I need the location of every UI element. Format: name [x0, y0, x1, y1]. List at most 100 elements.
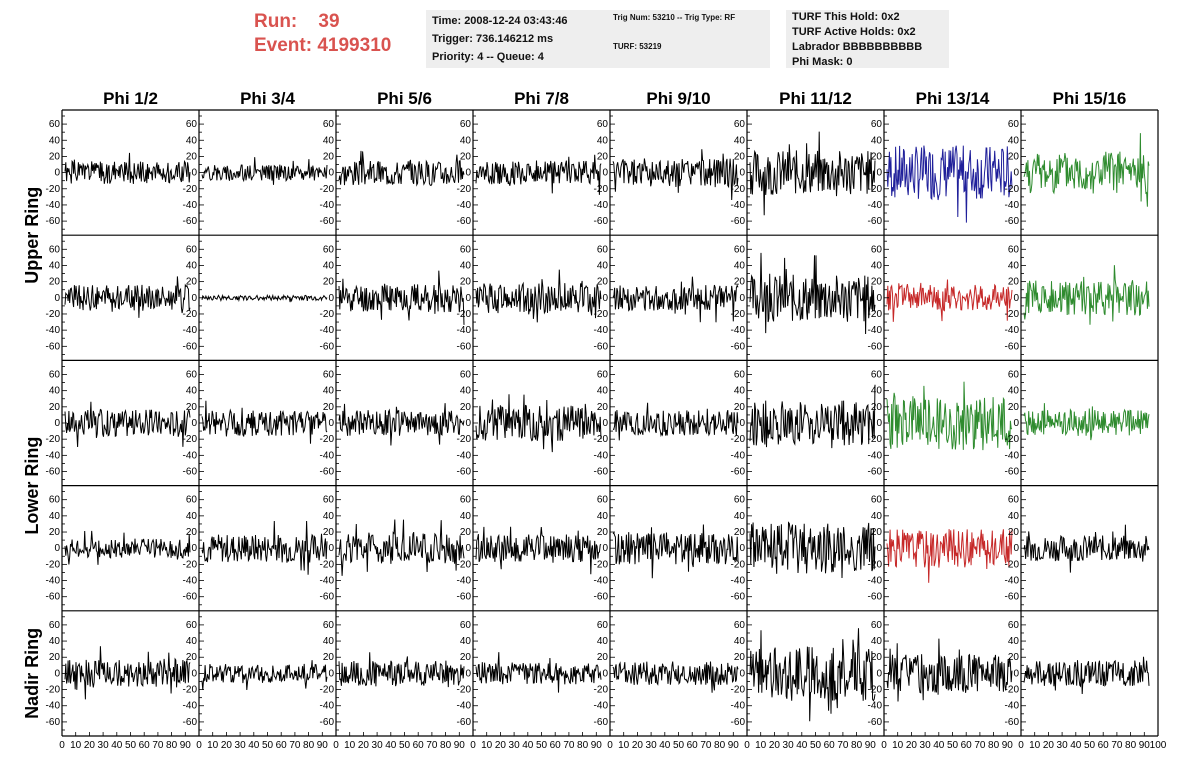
y-tick-label: 40	[871, 260, 883, 271]
waveform-trace	[749, 384, 876, 449]
waveform-trace	[338, 270, 465, 325]
y-tick-label: 20	[871, 277, 883, 288]
y-tick-label: -40	[183, 701, 198, 712]
waveform-trace	[338, 519, 465, 576]
y-tick-label: -20	[868, 559, 883, 570]
turf-num-text: TURF: 53219	[613, 42, 662, 51]
y-tick-label: 60	[460, 620, 472, 631]
waveform-trace	[886, 145, 1013, 223]
y-tick-label: 0	[876, 668, 882, 679]
y-tick-label: 0	[191, 168, 197, 179]
y-tick-label: 0	[191, 543, 197, 554]
y-tick-label: -40	[457, 701, 472, 712]
y-tick-label: 0	[54, 543, 60, 554]
y-tick-label: -20	[457, 559, 472, 570]
y-tick-label: 60	[871, 119, 883, 130]
waveform-trace	[612, 661, 739, 693]
y-tick-label: -20	[46, 309, 61, 320]
y-tick-label: -60	[457, 592, 472, 603]
x-tick-label: 80	[1125, 740, 1137, 751]
y-tick-label: 40	[460, 135, 472, 146]
x-tick-label: 70	[974, 740, 986, 751]
y-tick-label: -20	[320, 685, 335, 696]
y-tick-label: 40	[1008, 511, 1020, 522]
y-tick-label: 40	[871, 511, 883, 522]
y-tick-label: 20	[460, 151, 472, 162]
trigger-info-box: Trig Num: 53210 -- Trig Type: RF TURF: 5…	[605, 10, 770, 68]
y-tick-label: 60	[1008, 369, 1020, 380]
y-tick-label: -40	[868, 325, 883, 336]
x-tick-label: 60	[687, 740, 699, 751]
x-tick-label: 0	[59, 740, 65, 751]
column-header: Phi 3/4	[240, 89, 295, 108]
y-tick-label: 60	[49, 620, 61, 631]
y-tick-label: -40	[183, 450, 198, 461]
y-tick-label: 40	[460, 511, 472, 522]
y-tick-label: -60	[46, 341, 61, 352]
y-tick-label: 0	[191, 668, 197, 679]
y-tick-label: 0	[739, 293, 745, 304]
y-tick-label: 60	[323, 119, 335, 130]
y-tick-label: -60	[594, 216, 609, 227]
x-tick-label: 100	[1150, 740, 1167, 751]
y-tick-label: -20	[594, 309, 609, 320]
phi-mask-text: Phi Mask: 0	[792, 56, 853, 68]
y-tick-label: 20	[1008, 527, 1020, 538]
x-tick-label: 40	[1070, 740, 1082, 751]
y-tick-label: 20	[1008, 151, 1020, 162]
waveform-trace	[338, 150, 465, 187]
y-tick-label: -60	[868, 592, 883, 603]
y-tick-label: -40	[594, 200, 609, 211]
y-tick-label: -40	[183, 325, 198, 336]
y-tick-label: 60	[49, 244, 61, 255]
y-tick-label: 20	[323, 151, 335, 162]
y-tick-label: 40	[186, 260, 198, 271]
y-tick-label: -20	[1005, 184, 1020, 195]
x-tick-label: 20	[221, 740, 233, 751]
y-tick-label: 60	[1008, 119, 1020, 130]
y-tick-label: 40	[734, 511, 746, 522]
waveform-trace	[475, 154, 602, 195]
y-tick-label: 40	[186, 135, 198, 146]
y-tick-label: 20	[323, 277, 335, 288]
y-tick-label: -20	[731, 309, 746, 320]
waveform-trace	[64, 401, 191, 448]
y-tick-label: 40	[49, 260, 61, 271]
y-tick-label: -40	[731, 200, 746, 211]
event-value: 4199310	[317, 35, 392, 56]
y-tick-label: 20	[734, 151, 746, 162]
x-tick-label: 20	[906, 740, 918, 751]
y-tick-label: 0	[602, 543, 608, 554]
y-tick-label: 20	[597, 527, 609, 538]
x-tick-label: 10	[892, 740, 904, 751]
y-tick-label: 0	[602, 668, 608, 679]
y-tick-label: -60	[1005, 592, 1020, 603]
x-tick-label: 0	[607, 740, 613, 751]
x-tick-label: 40	[933, 740, 945, 751]
y-tick-label: -40	[868, 576, 883, 587]
y-tick-label: 0	[1013, 293, 1019, 304]
y-tick-label: 60	[1008, 495, 1020, 506]
column-header: Phi 13/14	[916, 89, 990, 108]
waveform-trace	[475, 394, 602, 453]
x-tick-label: 40	[111, 740, 123, 751]
y-tick-label: 20	[186, 277, 198, 288]
y-tick-label: -60	[1005, 341, 1020, 352]
waveform-trace	[886, 638, 1013, 702]
y-tick-label: -60	[320, 216, 335, 227]
y-tick-label: 40	[597, 636, 609, 647]
waveform-trace	[201, 400, 328, 444]
waveform-trace	[749, 628, 876, 722]
waveform-trace	[64, 276, 191, 318]
y-tick-label: -60	[731, 341, 746, 352]
y-tick-label: 0	[54, 418, 60, 429]
column-header: Phi 7/8	[514, 89, 569, 108]
y-tick-label: 20	[186, 151, 198, 162]
y-tick-label: 40	[597, 260, 609, 271]
waveform-trace	[1023, 265, 1150, 325]
run-value: 39	[318, 11, 340, 32]
y-tick-label: 40	[597, 511, 609, 522]
waveform-trace	[201, 293, 328, 303]
y-tick-label: 40	[323, 386, 335, 397]
x-tick-label: 20	[84, 740, 96, 751]
